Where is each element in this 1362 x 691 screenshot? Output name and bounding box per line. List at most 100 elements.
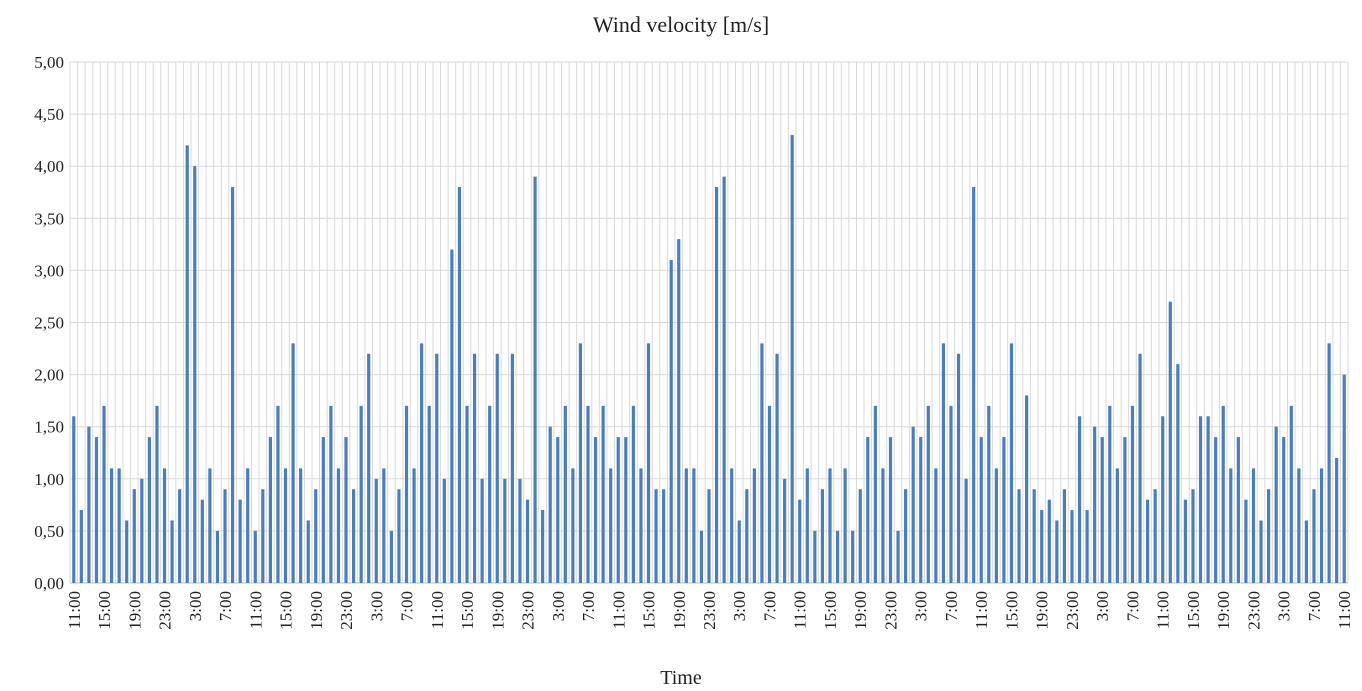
bar [503, 478, 507, 583]
x-tick-label: 3:00 [549, 591, 568, 621]
bar [994, 468, 998, 583]
bar [919, 437, 923, 583]
bar [1146, 499, 1150, 583]
bar [1123, 437, 1127, 583]
bar [215, 530, 220, 583]
bar [1115, 468, 1119, 583]
bar [1100, 437, 1104, 583]
bar [646, 343, 651, 583]
x-tick-label: 23:00 [519, 591, 538, 630]
x-tick-label: 23:00 [700, 591, 719, 630]
bar [1289, 405, 1293, 583]
bar [208, 468, 212, 583]
bar [1342, 374, 1346, 583]
bar [1183, 499, 1188, 583]
bar [1025, 395, 1029, 583]
bar [805, 468, 809, 583]
bar [1153, 489, 1157, 583]
bar [321, 437, 325, 583]
bar [866, 437, 870, 583]
bar [987, 405, 991, 583]
bar [858, 489, 862, 583]
bar [669, 259, 673, 583]
bar [1055, 520, 1059, 583]
bar [299, 468, 303, 583]
bar [117, 468, 121, 583]
bar [979, 437, 983, 583]
bar [261, 489, 265, 583]
x-tick-label: 19:00 [670, 591, 689, 630]
y-tick-label: 3,50 [34, 209, 64, 228]
bar [238, 499, 242, 583]
x-tick-label: 19:00 [488, 591, 507, 630]
x-tick-label: 15:00 [640, 591, 659, 630]
y-tick-label: 4,00 [34, 157, 64, 176]
bar [1085, 510, 1089, 583]
bar [435, 353, 439, 583]
bar [382, 468, 386, 583]
bar [1062, 489, 1067, 583]
bar [1274, 426, 1278, 583]
x-tick-label: 7:00 [1123, 591, 1142, 621]
bar [934, 468, 938, 583]
bar [1236, 437, 1240, 583]
bar [283, 468, 288, 583]
bar [329, 405, 333, 583]
x-tick-label: 19:00 [307, 591, 326, 630]
bar [268, 437, 272, 583]
bar [881, 468, 885, 583]
bar [351, 489, 356, 583]
bar [722, 176, 726, 583]
x-tick-label: 11:00 [1154, 591, 1173, 629]
x-tick-label: 11:00 [65, 591, 84, 629]
bar [593, 437, 598, 583]
bar [1168, 301, 1172, 583]
bar [873, 405, 877, 583]
bar [1297, 468, 1301, 583]
bar [420, 343, 424, 583]
bar [1032, 489, 1036, 583]
bar [941, 343, 946, 583]
bar [956, 353, 961, 583]
bar [843, 468, 847, 583]
bar [1138, 353, 1142, 583]
x-tick-label: 3:00 [730, 591, 749, 621]
x-tick-label: 15:00 [821, 591, 840, 630]
bar [102, 405, 106, 583]
x-tick-label: 19:00 [1033, 591, 1052, 630]
bar [692, 468, 696, 583]
x-tick-label: 11:00 [609, 591, 628, 629]
bar [1259, 520, 1263, 583]
bar [586, 405, 590, 583]
bar [374, 478, 378, 583]
bar [972, 187, 976, 584]
bar [178, 489, 182, 583]
bar [1108, 405, 1112, 583]
bar [1017, 489, 1021, 583]
bar [397, 489, 401, 583]
y-tick-label: 3,00 [34, 261, 64, 280]
bar [525, 499, 530, 583]
bar [109, 468, 114, 583]
x-tick-label: 11:00 [791, 591, 810, 629]
bar [306, 520, 310, 583]
bar [730, 468, 734, 583]
bar [1191, 489, 1195, 583]
bar [162, 468, 167, 583]
bar [745, 489, 749, 583]
bar [699, 530, 704, 583]
bar [752, 468, 756, 583]
x-tick-label: 23:00 [1244, 591, 1263, 630]
bar [94, 437, 99, 583]
x-tick-label: 11:00 [1335, 591, 1354, 629]
x-tick-label: 23:00 [156, 591, 175, 630]
bar [442, 478, 446, 583]
bar [639, 468, 643, 583]
bar [510, 353, 514, 583]
x-tick-label: 15:00 [277, 591, 296, 630]
bar [1070, 510, 1074, 583]
bar [888, 437, 893, 583]
bar [1009, 343, 1014, 583]
bar [427, 405, 431, 583]
x-tick-label: 23:00 [1063, 591, 1082, 630]
